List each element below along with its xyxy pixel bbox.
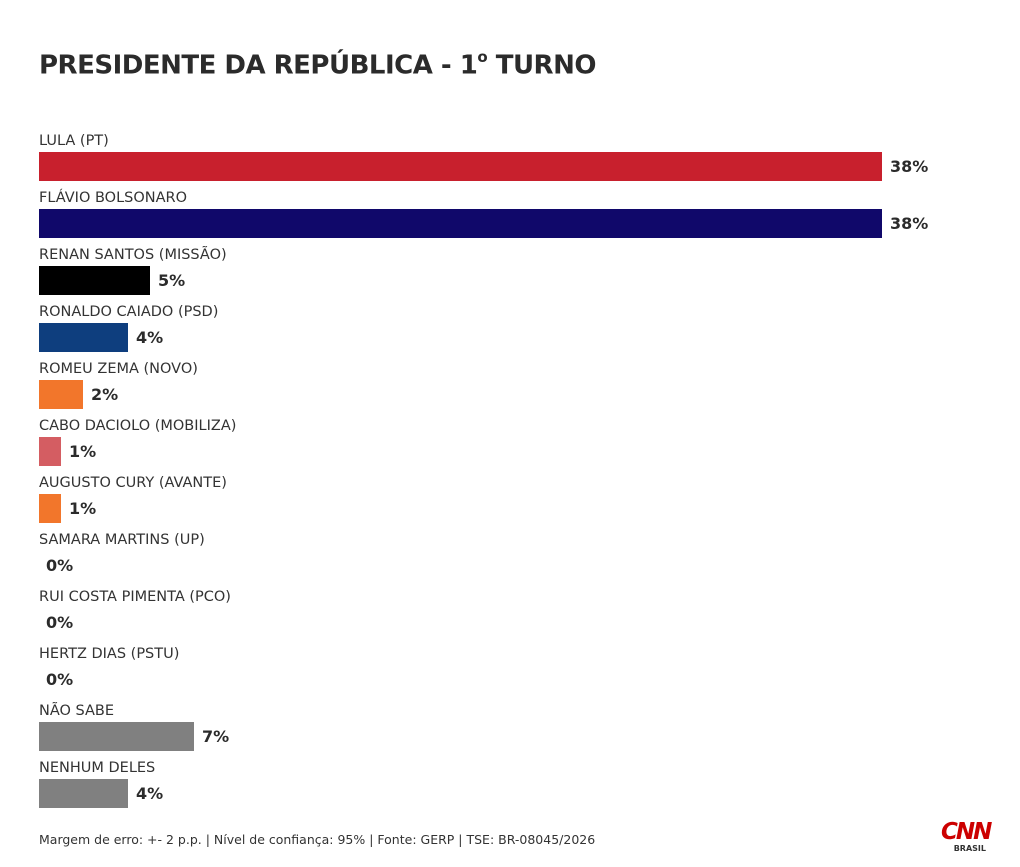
bar: [39, 437, 61, 466]
value-label: 1%: [69, 499, 97, 518]
category-label: HERTZ DIAS (PSTU): [39, 646, 180, 662]
value-label: 0%: [46, 613, 74, 632]
bar-row: FLÁVIO BOLSONARO 38%: [39, 190, 979, 247]
bar: [39, 380, 83, 409]
category-label: CABO DACIOLO (MOBILIZA): [39, 418, 237, 434]
bar: [39, 152, 882, 181]
bar-row: LULA (PT) 38%: [39, 133, 979, 190]
value-label: 38%: [890, 157, 929, 176]
category-label: ROMEU ZEMA (NOVO): [39, 361, 198, 377]
bar-row: CABO DACIOLO (MOBILIZA) 1%: [39, 418, 979, 475]
bar: [39, 494, 61, 523]
value-label: 4%: [136, 328, 164, 347]
bar-row: NÃO SABE 7%: [39, 703, 979, 760]
category-label: AUGUSTO CURY (AVANTE): [39, 475, 227, 491]
bar: [39, 266, 150, 295]
value-label: 38%: [890, 214, 929, 233]
category-label: FLÁVIO BOLSONARO: [39, 190, 188, 206]
category-label: LULA (PT): [39, 133, 109, 149]
bar: [39, 779, 128, 808]
category-label: RENAN SANTOS (MISSÃO): [39, 247, 227, 263]
category-label: RONALDO CAIADO (PSD): [39, 304, 219, 320]
category-label: RUI COSTA PIMENTA (PCO): [39, 589, 231, 605]
logo-wordmark: CNN: [941, 819, 992, 845]
bar-row: NENHUM DELES 4%: [39, 760, 979, 817]
value-label: 4%: [136, 784, 164, 803]
value-label: 0%: [46, 556, 74, 575]
bar-row: RONALDO CAIADO (PSD) 4%: [39, 304, 979, 361]
value-label: 2%: [91, 385, 119, 404]
value-label: 7%: [202, 727, 230, 746]
bar-row: RUI COSTA PIMENTA (PCO) 0%: [39, 589, 979, 646]
bar-row: ROMEU ZEMA (NOVO) 2%: [39, 361, 979, 418]
value-label: 1%: [69, 442, 97, 461]
bar-row: AUGUSTO CURY (AVANTE) 1%: [39, 475, 979, 532]
bar: [39, 209, 882, 238]
category-label: NÃO SABE: [39, 703, 115, 719]
bar-row: HERTZ DIAS (PSTU) 0%: [39, 646, 979, 703]
category-label: NENHUM DELES: [39, 760, 156, 776]
cnn-brasil-logo: CNN BRASIL: [941, 819, 992, 856]
value-label: 5%: [158, 271, 186, 290]
logo-subtitle: BRASIL: [953, 844, 986, 853]
bar: [39, 323, 128, 352]
category-label: SAMARA MARTINS (UP): [39, 532, 205, 548]
footer-note: Margem de erro: +- 2 p.p. | Nível de con…: [39, 832, 596, 847]
bar-row: RENAN SANTOS (MISSÃO) 5%: [39, 247, 979, 304]
bar-row: SAMARA MARTINS (UP) 0%: [39, 532, 979, 589]
value-label: 0%: [46, 670, 74, 689]
chart-title: PRESIDENTE DA REPÚBLICA - 1o TURNO: [39, 48, 596, 81]
bar: [39, 722, 194, 751]
